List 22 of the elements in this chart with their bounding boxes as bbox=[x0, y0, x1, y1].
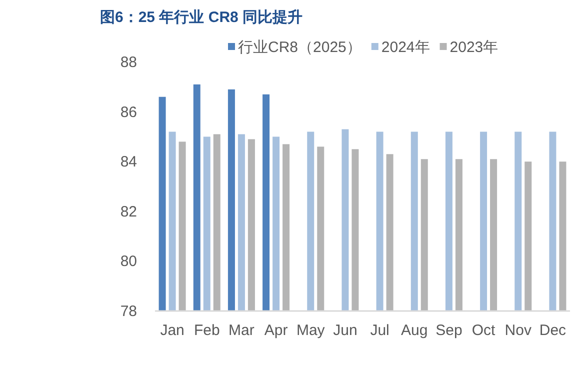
legend-label: 2023年 bbox=[450, 39, 498, 56]
x-tick-label: Jan bbox=[160, 322, 184, 339]
x-tick-label: Feb bbox=[194, 322, 220, 339]
y-tick-label: 84 bbox=[120, 154, 137, 171]
legend-label: 行业CR8（2025） bbox=[238, 39, 362, 56]
y-tick-label: 88 bbox=[120, 54, 137, 71]
x-tick-label: Nov bbox=[504, 322, 532, 339]
y-tick-label: 82 bbox=[120, 203, 137, 220]
chart-title: 图6：25 年行业 CR8 同比提升 bbox=[100, 9, 303, 26]
x-tick-label: May bbox=[296, 322, 326, 339]
x-tick-label: Sep bbox=[436, 322, 462, 339]
x-tick-label: Jun bbox=[333, 322, 358, 339]
x-tick-label: Dec bbox=[539, 322, 567, 339]
x-tick-label: Mar bbox=[228, 322, 254, 339]
y-tick-label: 86 bbox=[120, 104, 137, 121]
x-tick-label: Oct bbox=[472, 322, 496, 339]
x-tick-label: Apr bbox=[264, 322, 288, 339]
y-tick-label: 80 bbox=[120, 253, 137, 270]
y-tick-label: 78 bbox=[120, 303, 137, 320]
x-tick-label: Jul bbox=[370, 322, 390, 339]
legend-label: 2024年 bbox=[381, 39, 430, 56]
x-tick-label: Aug bbox=[401, 322, 428, 339]
